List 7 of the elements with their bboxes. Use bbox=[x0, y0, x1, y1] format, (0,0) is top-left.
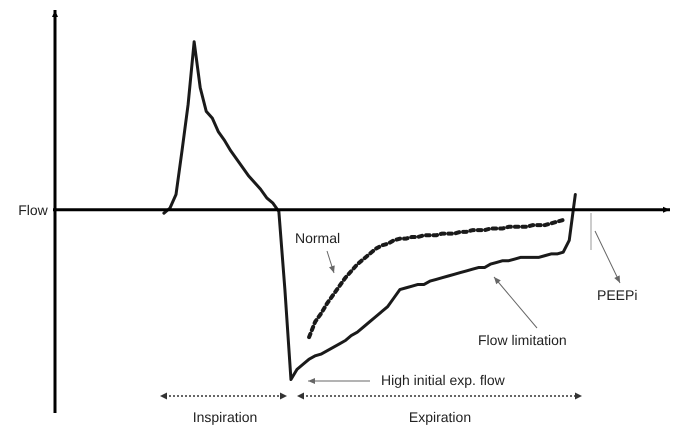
text: Inspiration bbox=[192, 409, 258, 425]
y-axis-title: Flow bbox=[18, 202, 49, 218]
annotation: Normal bbox=[295, 230, 340, 246]
annotation: High initial exp. flow bbox=[381, 372, 506, 388]
annotation: PEEPi bbox=[597, 287, 638, 303]
text: Expiration bbox=[408, 409, 472, 425]
annotation: Flow limitation bbox=[478, 332, 567, 348]
